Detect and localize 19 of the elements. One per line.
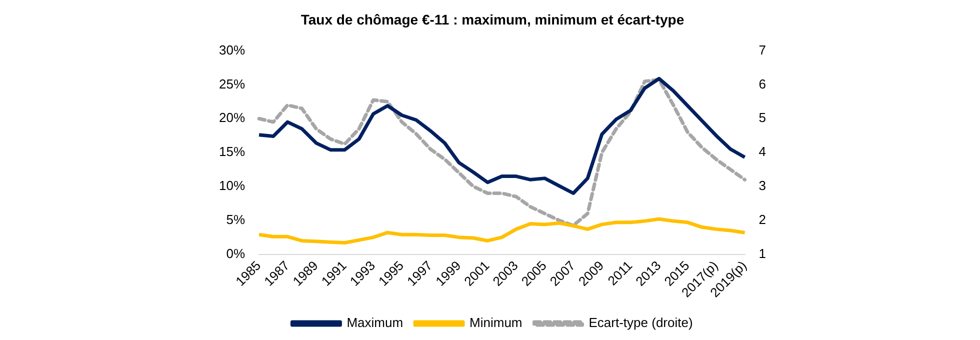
y-tick-label: 25%: [218, 76, 246, 92]
y-tick-label: 15%: [218, 144, 246, 160]
y-tick-label: 5%: [226, 212, 246, 227]
y2-tick-label: 5: [758, 110, 766, 126]
chart-title: Taux de chômage €-11 : maximum, minimum et écart-type: [300, 11, 684, 28]
y2-tick-label: 6: [758, 76, 766, 92]
y-tick-label: 30%: [218, 42, 246, 58]
y-tick-label: 0%: [226, 246, 246, 261]
line-series: [257, 78, 747, 228]
legend-label: Maximum: [346, 315, 404, 330]
y2-tick-label: 4: [758, 144, 766, 160]
y-tick-label: 20%: [218, 110, 246, 126]
y2-tick-label: 2: [758, 212, 766, 227]
y2-tick-label: 3: [758, 178, 766, 194]
legend-label: Minimum: [470, 315, 522, 330]
legend-label: Ecart-type (droite): [588, 315, 693, 330]
y2-tick-label: 1: [758, 246, 766, 261]
y-tick-label: 10%: [218, 178, 246, 194]
y2-tick-label: 7: [758, 42, 766, 58]
